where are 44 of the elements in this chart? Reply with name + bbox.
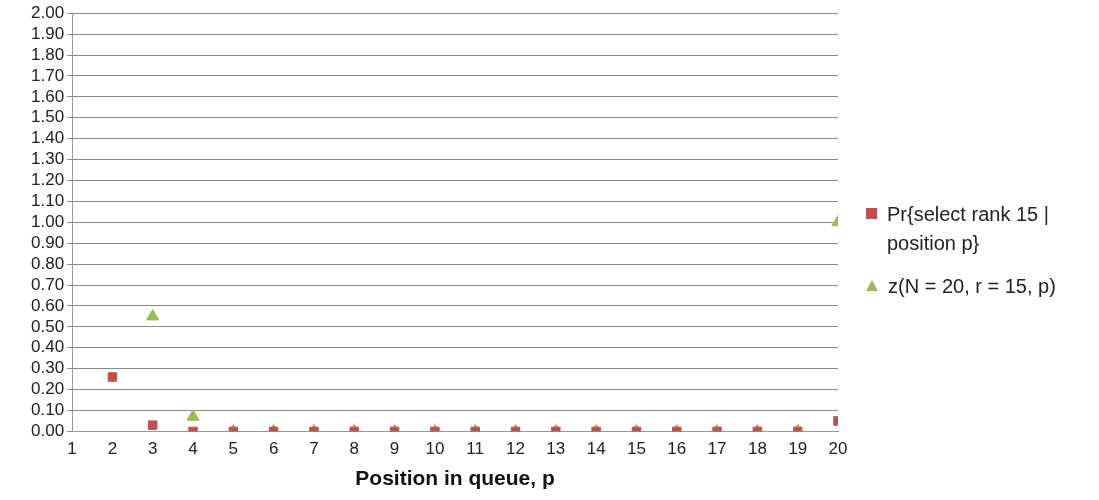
x-tick-label: 14 — [586, 439, 606, 459]
x-tick-label: 7 — [309, 439, 319, 459]
x-tick-label: 20 — [828, 439, 848, 459]
x-tick-label: 5 — [228, 439, 239, 459]
legend-label: z(N = 20, r = 15, p) — [888, 273, 1056, 299]
x-tick-label: 18 — [747, 439, 767, 459]
x-tick-label: 1 — [67, 439, 77, 459]
y-tick-label: 0.60 — [30, 295, 65, 315]
y-tick-label: 1.50 — [30, 107, 65, 127]
y-tick-label: 1.90 — [30, 23, 65, 43]
y-tick-label: 1.00 — [30, 211, 65, 231]
y-tick-label: 0.70 — [30, 274, 65, 294]
y-tick-label: 0.30 — [30, 358, 65, 378]
y-tick-label: 0.20 — [30, 379, 65, 399]
y-tick-label: 0.40 — [30, 337, 65, 357]
x-tick-label: 17 — [707, 439, 727, 459]
x-tick-label: 15 — [626, 439, 646, 459]
y-tick-label: 1.30 — [30, 149, 65, 169]
y-tick-label: 1.80 — [30, 44, 65, 64]
x-tick-label: 3 — [147, 439, 158, 459]
x-tick-label: 16 — [667, 439, 687, 459]
y-tick-label: 0.10 — [30, 400, 65, 420]
y-tick-label: 0.80 — [30, 253, 65, 273]
y-tick-label: 0.90 — [30, 232, 65, 252]
y-tick-label: 1.40 — [30, 128, 65, 148]
y-tick-label: 1.10 — [30, 191, 65, 211]
x-axis-title: Position in queue, p — [355, 466, 555, 490]
y-tick-label: 2.00 — [30, 2, 65, 22]
x-tick-label: 9 — [389, 439, 400, 459]
x-tick-label: 10 — [425, 439, 445, 459]
x-tick-label: 12 — [506, 439, 525, 459]
x-tick-label: 8 — [349, 439, 359, 459]
x-tick-label: 11 — [466, 439, 485, 459]
y-tick-label: 1.20 — [30, 170, 65, 190]
legend-label: Pr{select rank 15 | position p} — [887, 201, 1050, 256]
x-tick-label: 6 — [268, 439, 279, 459]
y-tick-label: 1.60 — [30, 86, 65, 106]
x-tick-label: 4 — [188, 439, 198, 459]
x-tick-label: 19 — [788, 439, 808, 459]
y-tick-label: 0.00 — [30, 421, 65, 441]
x-tick-label: 2 — [107, 439, 118, 459]
x-tick-label: 13 — [546, 439, 566, 459]
y-tick-label: 0.50 — [30, 316, 65, 336]
y-tick-label: 1.70 — [30, 65, 65, 85]
